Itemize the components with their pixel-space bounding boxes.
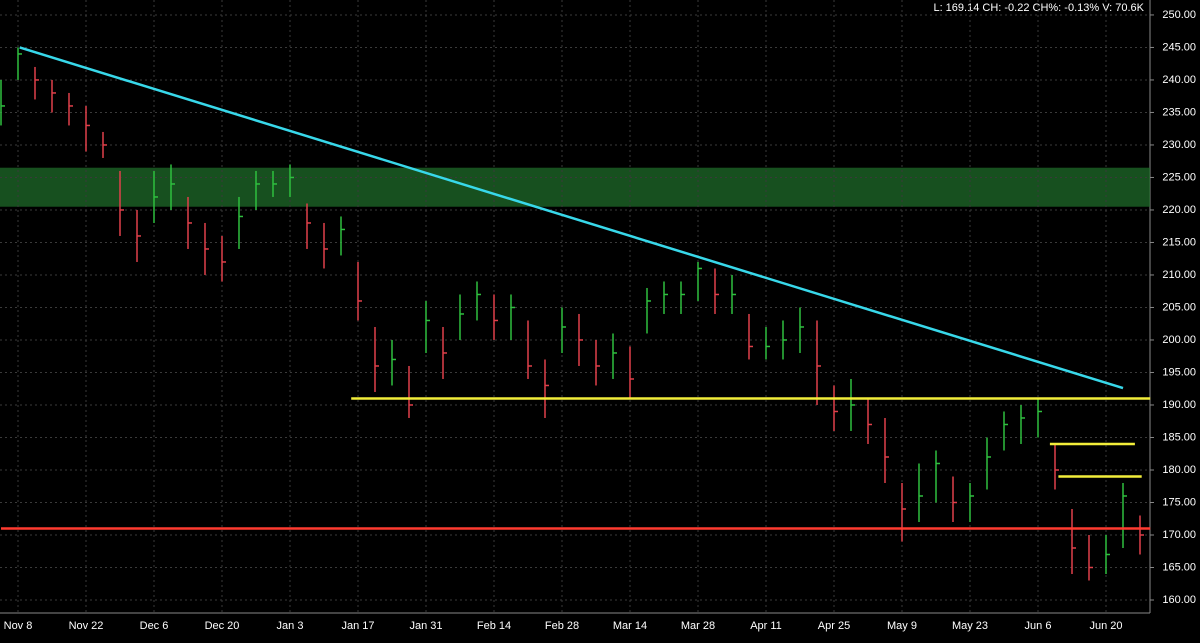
y-tick-label: 210.00 [1162,269,1196,281]
x-tick-label: May 9 [887,620,917,632]
x-tick-label: Feb 14 [477,620,511,632]
y-tick-label: 215.00 [1162,236,1196,248]
y-tick-label: 200.00 [1162,334,1196,346]
x-tick-label: Apr 11 [750,620,782,632]
y-tick-label: 195.00 [1162,366,1196,378]
y-tick-label: 225.00 [1162,171,1196,183]
y-tick-label: 240.00 [1162,74,1196,86]
x-tick-label: Jun 20 [1089,620,1122,632]
x-tick-label: Mar 14 [613,620,647,632]
y-tick-label: 245.00 [1162,41,1196,53]
y-tick-label: 235.00 [1162,106,1196,118]
drawn-line [19,46,1124,390]
x-tick-label: Jun 6 [1025,620,1052,632]
x-tick-label: Apr 25 [818,620,850,632]
y-tick-label: 250.00 [1162,9,1196,21]
y-tick-label: 185.00 [1162,431,1196,443]
y-tick-label: 175.00 [1162,496,1196,508]
x-tick-label: May 23 [952,620,988,632]
info-text: L: 169.14 CH: -0.22 CH%: -0.13% V: 70.6K [933,2,1144,14]
x-tick-label: Jan 17 [341,620,374,632]
x-tick-label: Jan 31 [409,620,442,632]
y-tick-label: 190.00 [1162,399,1196,411]
y-tick-label: 205.00 [1162,301,1196,313]
y-tick-label: 180.00 [1162,464,1196,476]
x-tick-label: Mar 28 [681,620,715,632]
zone-band [0,167,1150,207]
x-tick-label: Nov 22 [69,620,104,632]
y-tick-label: 220.00 [1162,204,1196,216]
y-tick-label: 170.00 [1162,529,1196,541]
y-tick-label: 230.00 [1162,139,1196,151]
x-tick-label: Feb 28 [545,620,579,632]
x-tick-label: Dec 20 [205,620,240,632]
x-tick-label: Dec 6 [140,620,169,632]
x-tick-label: Jan 3 [277,620,304,632]
y-tick-label: 165.00 [1162,561,1196,573]
y-tick-label: 160.00 [1162,594,1196,606]
x-tick-label: Nov 8 [4,620,33,632]
